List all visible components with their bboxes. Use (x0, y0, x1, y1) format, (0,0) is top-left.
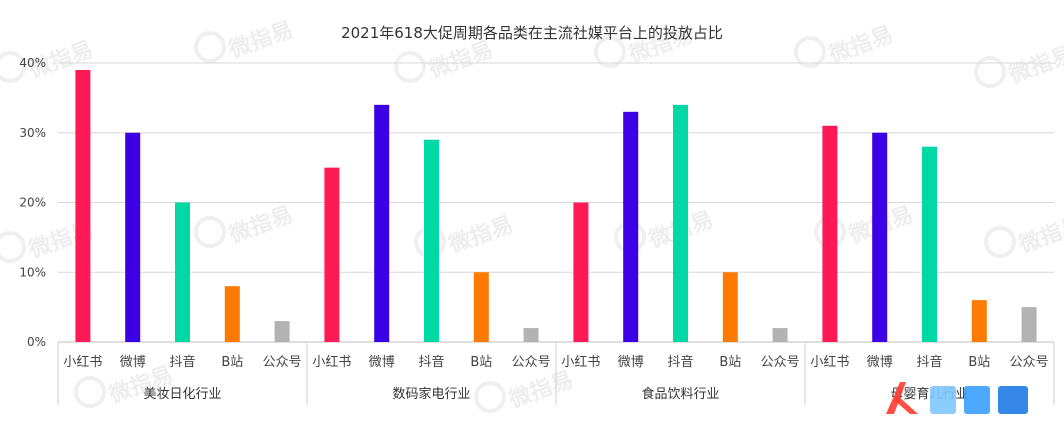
bar-3-5 (772, 328, 788, 342)
watermark-text: 微指易 (825, 21, 897, 68)
bar-3-3 (673, 104, 688, 342)
watermark-mark (194, 216, 226, 248)
x-category-label: 抖音 (916, 354, 942, 370)
x-group-label: 美妆日化行业 (143, 387, 221, 402)
x-category-label: 微博 (867, 355, 893, 370)
x-group-label: 数码家电行业 (392, 386, 470, 402)
bar-4-5 (1021, 307, 1037, 342)
watermark-text: 微指易 (425, 36, 497, 83)
bar-4-2 (872, 132, 888, 342)
x-category-label: 公众号 (1010, 355, 1049, 370)
x-category-label: 公众号 (512, 355, 551, 370)
bar-2-1 (324, 167, 340, 342)
bar-3-1 (573, 202, 589, 342)
y-tick-label: 10% (19, 265, 46, 279)
x-category-label: 公众号 (263, 355, 302, 370)
x-group-label: 食品饮料行业 (641, 386, 719, 402)
bar-1-3 (175, 202, 190, 342)
watermark-text: 微指易 (1015, 211, 1064, 258)
bar-1-2 (125, 132, 141, 342)
watermark-mark (794, 36, 826, 68)
watermark-mark (194, 31, 226, 63)
bar-4-1 (822, 125, 838, 343)
x-category-label: 抖音 (418, 354, 444, 370)
bar-1-4 (224, 286, 240, 342)
x-category-label: 小红书 (810, 354, 849, 370)
y-tick-label: 40% (19, 56, 46, 70)
y-axis-ticks: 0% 10% 20% 30% 40% (19, 56, 46, 349)
watermark-mark (74, 376, 106, 408)
gridlines (58, 62, 1054, 343)
watermark-text: 微指易 (225, 201, 297, 248)
x-category-label: 公众号 (761, 355, 800, 370)
watermark-mark (974, 56, 1006, 88)
watermark-text: 微指易 (1005, 41, 1064, 88)
bar-3-4 (722, 272, 738, 342)
x-category-label: 小红书 (561, 354, 600, 370)
x-category-label: B站 (221, 355, 243, 370)
watermark-mark (0, 231, 26, 263)
watermark-mark (594, 36, 626, 68)
bar-2-2 (374, 104, 390, 342)
y-tick-label: 30% (19, 126, 46, 140)
bar-1-1 (75, 69, 91, 342)
watermark-mark (474, 381, 506, 413)
watermark-mark (984, 226, 1016, 258)
x-category-label: 抖音 (667, 354, 693, 370)
y-tick-label: 0% (27, 335, 46, 349)
y-tick-label: 20% (19, 196, 46, 210)
watermark-text: 微指易 (225, 16, 297, 63)
x-category-label: 小红书 (63, 354, 102, 370)
bar-4-4 (971, 300, 987, 342)
x-category-label: 小红书 (312, 354, 351, 370)
chart-title: 2021年618大促周期各品类在主流社媒平台上的投放占比 (341, 24, 723, 42)
x-category-label: 微博 (618, 355, 644, 370)
bar-2-5 (523, 328, 539, 342)
bar-4-3 (922, 146, 937, 342)
watermark-mark (394, 51, 426, 83)
bar-1-5 (274, 321, 290, 342)
x-category-label: 抖音 (169, 354, 195, 370)
bar-3-2 (623, 111, 639, 342)
watermark-mark (0, 51, 26, 83)
bar-series (75, 69, 1037, 343)
x-category-label: 微博 (369, 355, 395, 370)
watermark-text: 微指易 (445, 211, 517, 258)
bar-2-4 (473, 272, 489, 342)
x-category-label: 微博 (120, 355, 146, 370)
watermark-text: 微指易 (505, 366, 577, 413)
x-category-label: B站 (719, 355, 741, 370)
x-category-label: B站 (968, 355, 990, 370)
x-category-label: B站 (470, 355, 492, 370)
bar-2-3 (424, 139, 439, 342)
site-logo-icon (886, 382, 1028, 414)
